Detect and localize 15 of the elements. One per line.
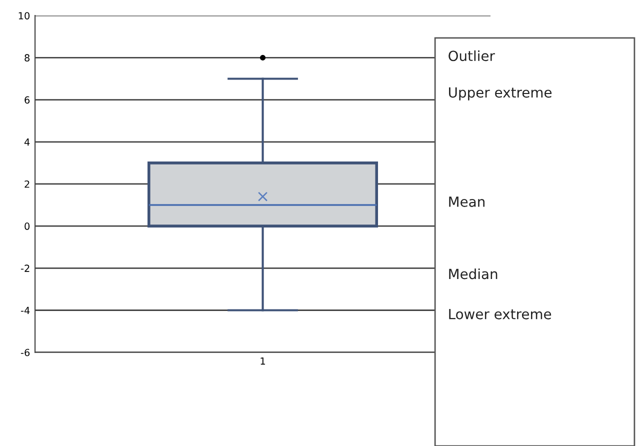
y-tick-label: 4 [24,138,30,146]
y-tick-label: 6 [24,96,30,104]
x-tick-label: 1 [260,358,265,365]
y-tick-label: -2 [20,264,30,272]
annotation: Median [449,268,498,280]
y-tick-label: -4 [20,306,30,314]
annotation: Mean [449,196,484,207]
y-tick-label: 10 [18,12,30,20]
y-tick-label: 0 [24,222,30,230]
y-tick-label: 8 [24,54,30,62]
annotation: Lower extreme [449,309,552,320]
annotation: Outlier [448,50,495,62]
annotation: Upper extreme [449,87,552,100]
y-tick-label: 2 [24,180,30,188]
y-tick-label: -6 [20,348,30,356]
